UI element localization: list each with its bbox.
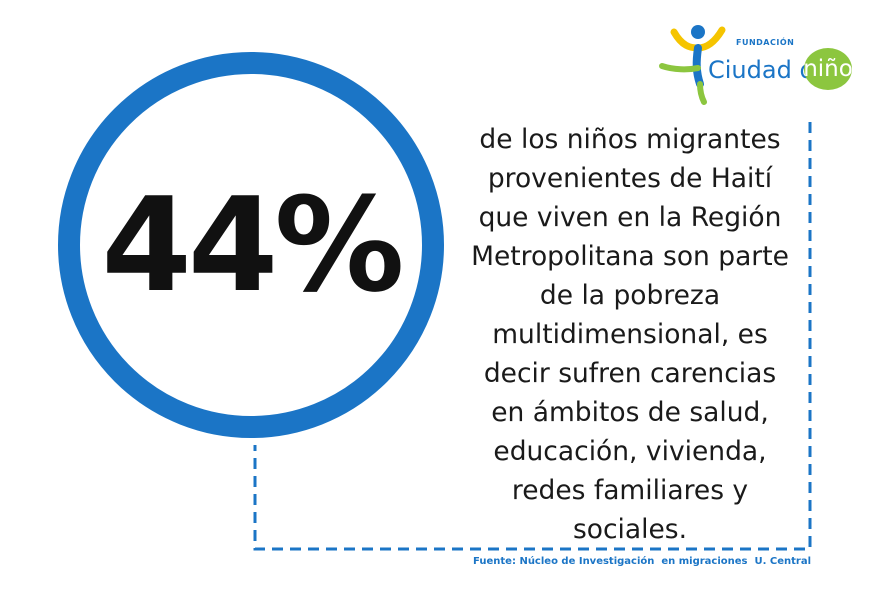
logo-nino-badge: niño: [803, 48, 853, 90]
source-caption: Fuente: Núcleo de Investigación en migra…: [473, 556, 811, 567]
logo-fundacion-text: FUNDACIÓN: [736, 38, 795, 47]
statement-line: multidimensional, es: [492, 319, 768, 350]
statement-text: de los niños migrantes provenientes de H…: [452, 120, 808, 549]
statement-line: de los niños migrantes: [479, 124, 781, 155]
stat-value: 44%: [101, 169, 404, 321]
statement-line: sociales.: [572, 514, 688, 545]
statement-line: redes familiares y: [511, 475, 749, 506]
statement-line: que viven en la Región: [478, 202, 782, 233]
statement-line: provenientes de Haití: [487, 163, 773, 194]
child-figure-icon: [659, 25, 726, 105]
logo: FUNDACIÓN Ciudad del niño: [656, 18, 856, 108]
statement-line: decir sufren carencias: [483, 358, 777, 389]
statement-line: en ámbitos de salud,: [491, 397, 769, 428]
statement-line: educación, vivienda,: [493, 436, 767, 467]
statement-line: Metropolitana son parte: [471, 241, 789, 272]
statement-line: de la pobreza: [539, 280, 721, 311]
